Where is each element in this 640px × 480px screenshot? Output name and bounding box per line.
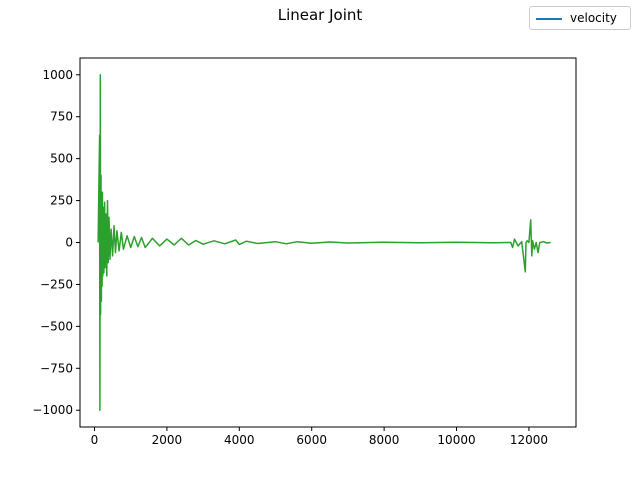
series-line-velocity — [97, 74, 551, 411]
y-tick-label: −1000 — [32, 403, 73, 417]
y-tick-label: 0 — [65, 236, 73, 250]
y-tick-label: 250 — [50, 194, 73, 208]
x-tick-label: 0 — [91, 433, 99, 447]
legend-swatch-velocity — [536, 18, 562, 20]
x-tick-label: 2000 — [152, 433, 183, 447]
y-tick-label: −750 — [40, 361, 73, 375]
legend: velocity — [529, 6, 631, 30]
x-tick-label: 8000 — [369, 433, 400, 447]
chart-title: Linear Joint — [277, 6, 363, 24]
x-tick-label: 12000 — [510, 433, 548, 447]
x-tick-label: 6000 — [296, 433, 327, 447]
y-tick-label: 750 — [50, 110, 73, 124]
x-tick-label: 4000 — [224, 433, 255, 447]
y-tick-label: 1000 — [42, 68, 73, 82]
y-tick-label: −500 — [40, 319, 73, 333]
axes-layer: 0 2000 4000 6000 8000 10000 12000−1000−750−500… — [32, 57, 577, 447]
x-tick-label: 10000 — [437, 433, 475, 447]
y-tick-label: 500 — [50, 152, 73, 166]
series-layer — [97, 74, 551, 411]
y-tick-label: −250 — [40, 277, 73, 291]
legend-label-velocity: velocity — [570, 11, 617, 25]
